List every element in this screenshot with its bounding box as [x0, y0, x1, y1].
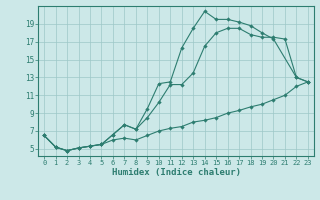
X-axis label: Humidex (Indice chaleur): Humidex (Indice chaleur) [111, 168, 241, 177]
